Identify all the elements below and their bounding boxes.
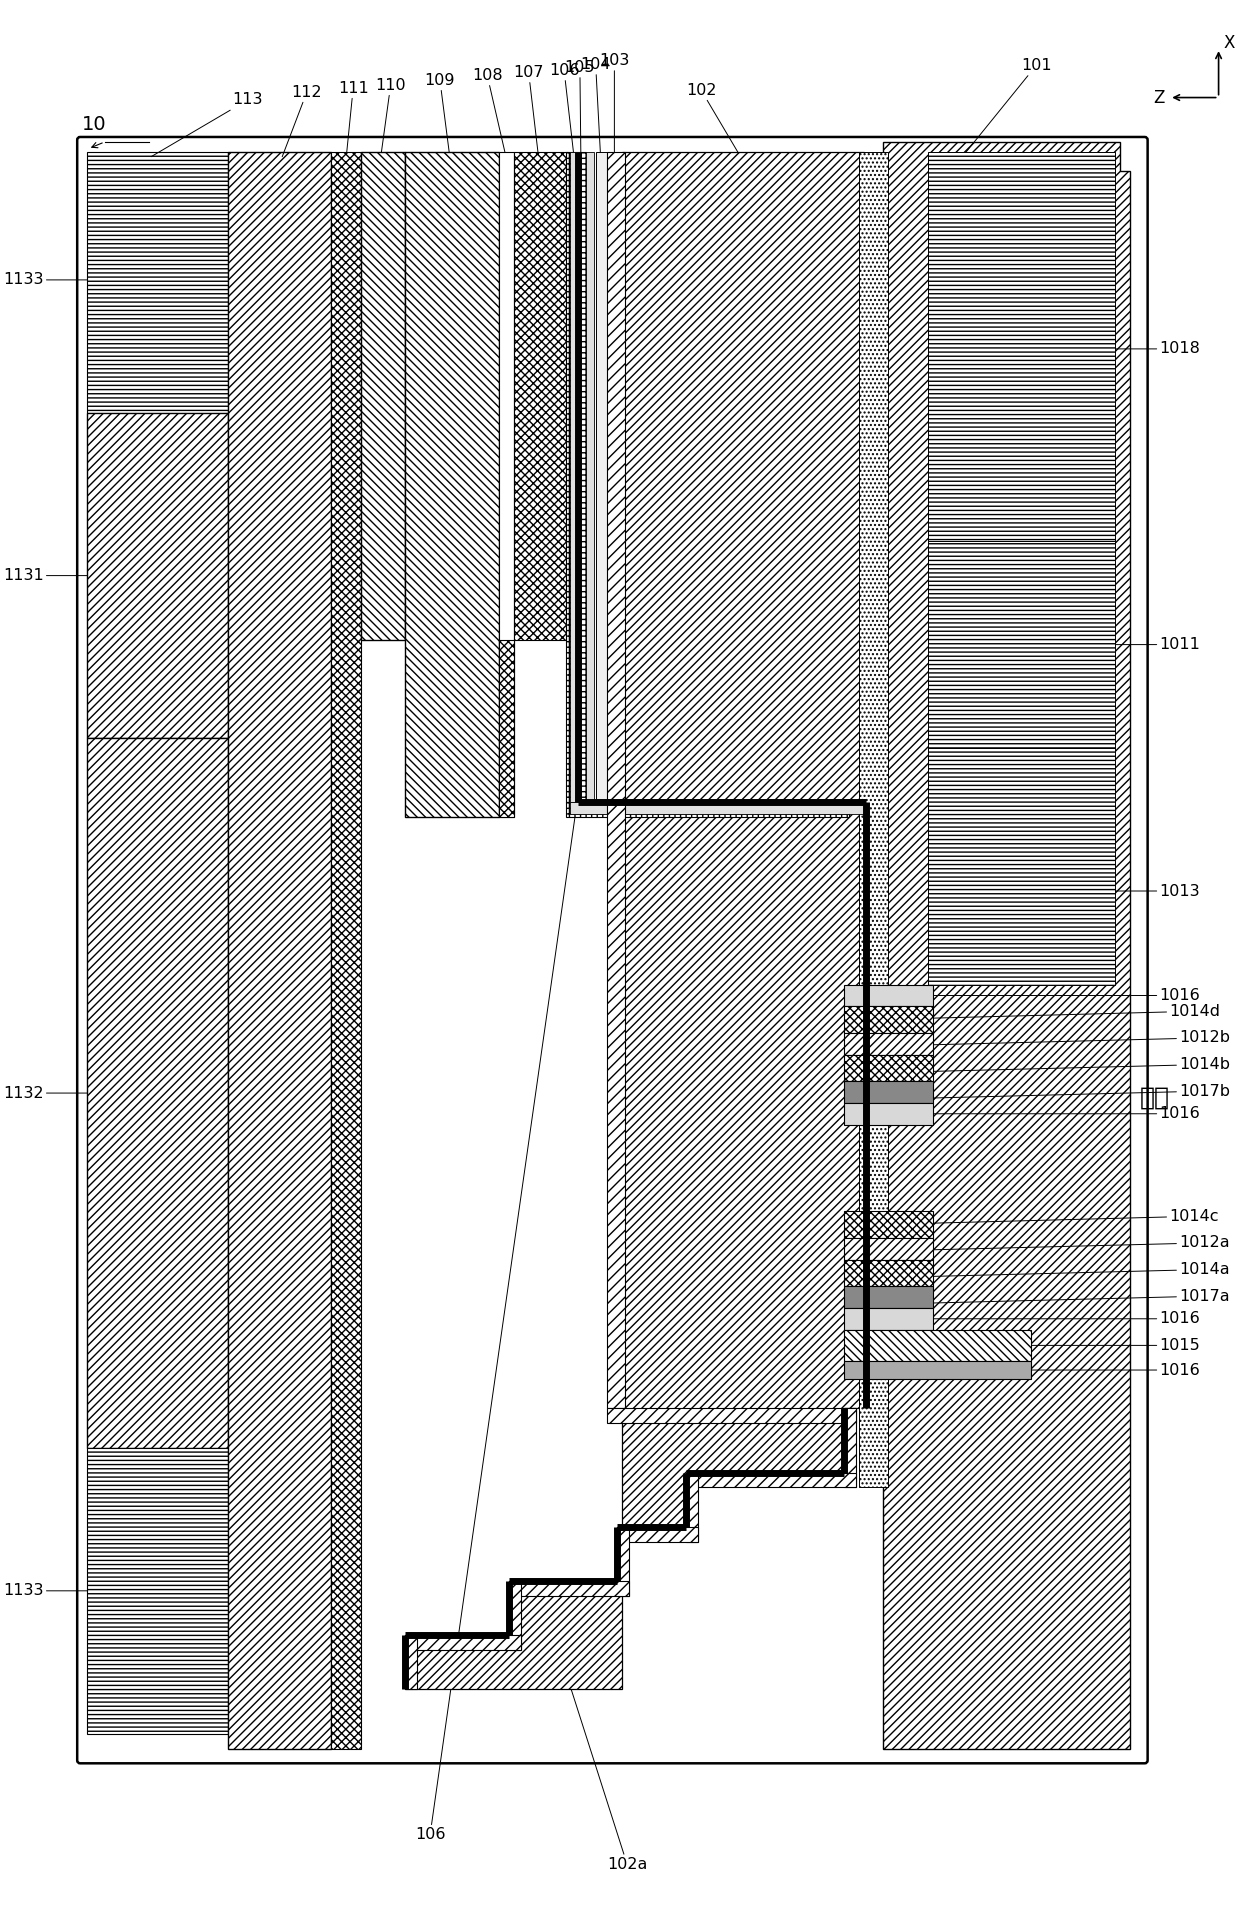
Bar — [928, 749, 1115, 985]
Bar — [361, 152, 405, 639]
Bar — [87, 737, 228, 1448]
Text: 1132: 1132 — [2, 1085, 87, 1100]
Text: 102: 102 — [686, 83, 740, 157]
Bar — [567, 152, 585, 803]
Bar — [618, 1526, 629, 1596]
Bar — [844, 1033, 932, 1054]
Polygon shape — [405, 152, 498, 818]
Bar — [844, 1361, 1032, 1379]
Text: 10: 10 — [82, 115, 107, 134]
Polygon shape — [883, 142, 1130, 1749]
Bar — [844, 1238, 932, 1260]
Bar — [844, 985, 932, 1006]
Bar — [844, 1006, 932, 1033]
Bar — [87, 413, 228, 737]
Text: 106: 106 — [415, 818, 575, 1843]
Text: X: X — [1224, 35, 1235, 52]
FancyBboxPatch shape — [77, 136, 1147, 1763]
Text: 102a: 102a — [568, 1680, 647, 1872]
Text: 113: 113 — [151, 92, 263, 157]
Bar — [844, 1081, 932, 1102]
Text: 1017b: 1017b — [932, 1083, 1230, 1098]
Text: 109: 109 — [424, 73, 455, 157]
Polygon shape — [405, 152, 864, 1690]
Bar — [595, 152, 608, 803]
Text: 106: 106 — [549, 63, 579, 157]
Bar — [228, 152, 331, 1749]
Bar — [498, 152, 513, 818]
Text: 1016: 1016 — [932, 1106, 1200, 1121]
Bar — [844, 1409, 856, 1488]
Text: 1012a: 1012a — [932, 1235, 1230, 1250]
Bar — [608, 1409, 856, 1423]
Text: 112: 112 — [283, 84, 322, 157]
Text: 1131: 1131 — [2, 568, 87, 584]
Text: 1017a: 1017a — [932, 1288, 1230, 1304]
Bar — [859, 152, 888, 1488]
Bar — [87, 1448, 228, 1734]
Bar — [928, 152, 1115, 541]
Text: 101: 101 — [962, 58, 1052, 157]
Text: 111: 111 — [337, 81, 368, 157]
Bar — [508, 1580, 629, 1596]
Bar — [608, 152, 625, 1409]
Bar — [844, 1212, 932, 1238]
Text: 110: 110 — [376, 77, 405, 157]
Text: 107: 107 — [513, 65, 544, 157]
Bar — [585, 152, 594, 803]
Bar — [844, 1286, 932, 1308]
Bar — [686, 1473, 856, 1488]
Text: Z: Z — [1153, 88, 1164, 106]
Bar — [844, 1102, 932, 1125]
Text: 1016: 1016 — [932, 1311, 1200, 1327]
Text: 1133: 1133 — [4, 1584, 87, 1597]
Text: 108: 108 — [472, 67, 506, 157]
Bar — [928, 541, 1115, 749]
Text: 1018: 1018 — [1115, 342, 1200, 357]
Bar — [567, 803, 849, 818]
Text: 1013: 1013 — [1115, 883, 1200, 899]
Bar — [87, 152, 228, 413]
Bar — [844, 1260, 932, 1286]
Text: 1133: 1133 — [4, 273, 87, 288]
Bar — [570, 803, 864, 814]
Text: 1016: 1016 — [1032, 1363, 1200, 1377]
Text: 1014c: 1014c — [932, 1210, 1219, 1223]
Text: 1016: 1016 — [932, 989, 1200, 1002]
Text: 1014d: 1014d — [932, 1004, 1220, 1020]
Bar — [686, 1473, 698, 1542]
Text: 1015: 1015 — [1032, 1338, 1200, 1354]
Bar — [618, 1526, 698, 1542]
Bar — [844, 1331, 1032, 1361]
Text: 105: 105 — [564, 60, 595, 157]
Bar — [844, 1308, 932, 1331]
Bar — [570, 152, 580, 803]
Text: 104: 104 — [580, 58, 611, 157]
Bar — [405, 1636, 521, 1649]
Bar — [331, 152, 361, 1749]
Text: 図２: 図２ — [1140, 1087, 1169, 1110]
Polygon shape — [498, 152, 568, 818]
Text: 1011: 1011 — [1115, 637, 1200, 653]
Bar — [405, 1636, 417, 1690]
Text: 103: 103 — [599, 54, 630, 157]
Text: 1012b: 1012b — [932, 1031, 1230, 1044]
Bar — [844, 1054, 932, 1081]
Text: 1014a: 1014a — [932, 1261, 1230, 1277]
Text: 1014b: 1014b — [932, 1058, 1230, 1071]
Bar — [508, 1580, 521, 1649]
